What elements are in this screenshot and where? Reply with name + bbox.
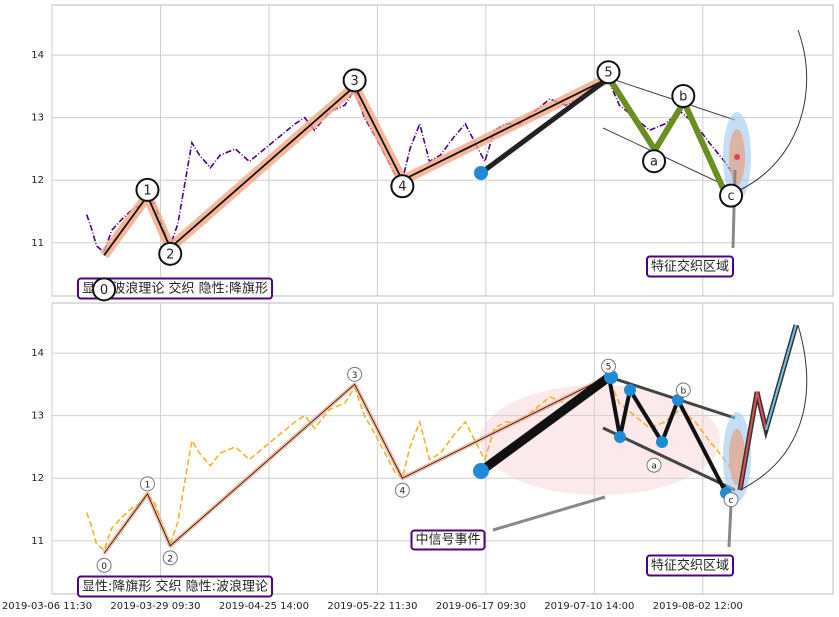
annotation: 特征交织区域 [651, 259, 729, 275]
annotation: 中信号事件 [415, 533, 480, 548]
annotation-box [77, 575, 274, 598]
annotation-box [645, 554, 735, 577]
flag-zigzag [607, 376, 728, 494]
arrow [727, 504, 733, 548]
wave-label: c [727, 189, 734, 204]
flag-zigzag [606, 76, 729, 197]
y-tick-label: 13 [31, 113, 44, 124]
annotation: 显性:降旗形 交织 隐性:波浪理论 [82, 579, 268, 595]
wave-marker [719, 183, 744, 208]
flag-pole [478, 373, 612, 475]
wave-label: 1 [145, 480, 151, 490]
wave-marker [139, 476, 155, 492]
y-tick-label: 13 [31, 411, 44, 422]
x-tick-label: 2019-08-02 12:00 [653, 601, 743, 612]
wave-label: 2 [167, 554, 173, 564]
arrow [739, 29, 808, 191]
wave-marker [596, 60, 621, 85]
wave-marker [723, 492, 739, 508]
annotation: 特征交织区域 [651, 558, 729, 574]
wave-label: a [651, 462, 657, 472]
wave-marker [394, 482, 410, 498]
y-tick-label: 11 [31, 238, 44, 249]
wave-marker [342, 68, 367, 93]
wave-label: 0 [101, 562, 107, 572]
wave-label: b [680, 387, 686, 397]
wave-marker [92, 277, 117, 302]
wave-label: 2 [166, 247, 174, 262]
wave-marker [347, 366, 363, 382]
wave-marker [135, 177, 160, 202]
flag-line [608, 375, 736, 420]
y-tick-label: 12 [31, 175, 44, 186]
projection [739, 391, 767, 491]
wave-label: 3 [350, 74, 358, 89]
wave-marker [390, 174, 415, 199]
wave-label: 5 [606, 363, 612, 373]
wave-line [103, 77, 609, 256]
annotation-box [645, 255, 735, 278]
arrow [731, 169, 737, 249]
y-tick-label: 14 [31, 50, 44, 61]
annotation: 显性:波浪理论 交织 隐性:降旗形 [82, 281, 268, 297]
overlay: 0 1 2 3 4 5 a b c 0 1 2 3 4 5 a b c [92, 29, 808, 573]
wave-label: 3 [352, 371, 358, 381]
wave-label: 4 [398, 180, 406, 195]
wave-marker [158, 241, 183, 266]
wave-label: a [650, 155, 658, 170]
point [474, 166, 488, 180]
wave-band [100, 73, 611, 259]
wave-label: c [729, 496, 734, 506]
annotation-box [77, 277, 274, 300]
wave-label: 4 [399, 487, 405, 497]
x-tick-label: 2019-05-22 11:30 [327, 601, 417, 612]
y-tick-label: 11 [31, 536, 44, 547]
arrow [739, 324, 808, 491]
flag-line [602, 127, 736, 191]
annotation-box [410, 529, 486, 551]
wave-marker [162, 550, 178, 566]
x-tick-label: 2019-03-06 11:30 [2, 601, 92, 612]
arrow [492, 495, 606, 532]
wave-line [103, 375, 609, 554]
x-tick-label: 2019-03-29 09:30 [110, 601, 200, 612]
wave-marker [646, 457, 662, 473]
price-line [85, 79, 734, 254]
x-tick-label: 2019-07-10 14:00 [544, 601, 634, 612]
wave-marker [96, 557, 112, 573]
x-tick-label: 2019-04-25 14:00 [219, 601, 309, 612]
wave-label: 0 [100, 283, 108, 298]
y-tick-label: 12 [31, 473, 44, 484]
wave-label: 1 [143, 183, 151, 198]
wave-marker [642, 149, 667, 174]
y-tick-label: 14 [31, 348, 44, 359]
wave-label: b [679, 90, 687, 105]
wave-marker [600, 358, 616, 374]
wave-marker [675, 382, 691, 398]
wave-label: 5 [604, 66, 612, 81]
x-tick-label: 2019-06-17 09:30 [436, 601, 526, 612]
projection [765, 324, 797, 431]
wave-marker [671, 84, 696, 108]
region-center [734, 154, 740, 160]
flag-pole [479, 75, 611, 176]
